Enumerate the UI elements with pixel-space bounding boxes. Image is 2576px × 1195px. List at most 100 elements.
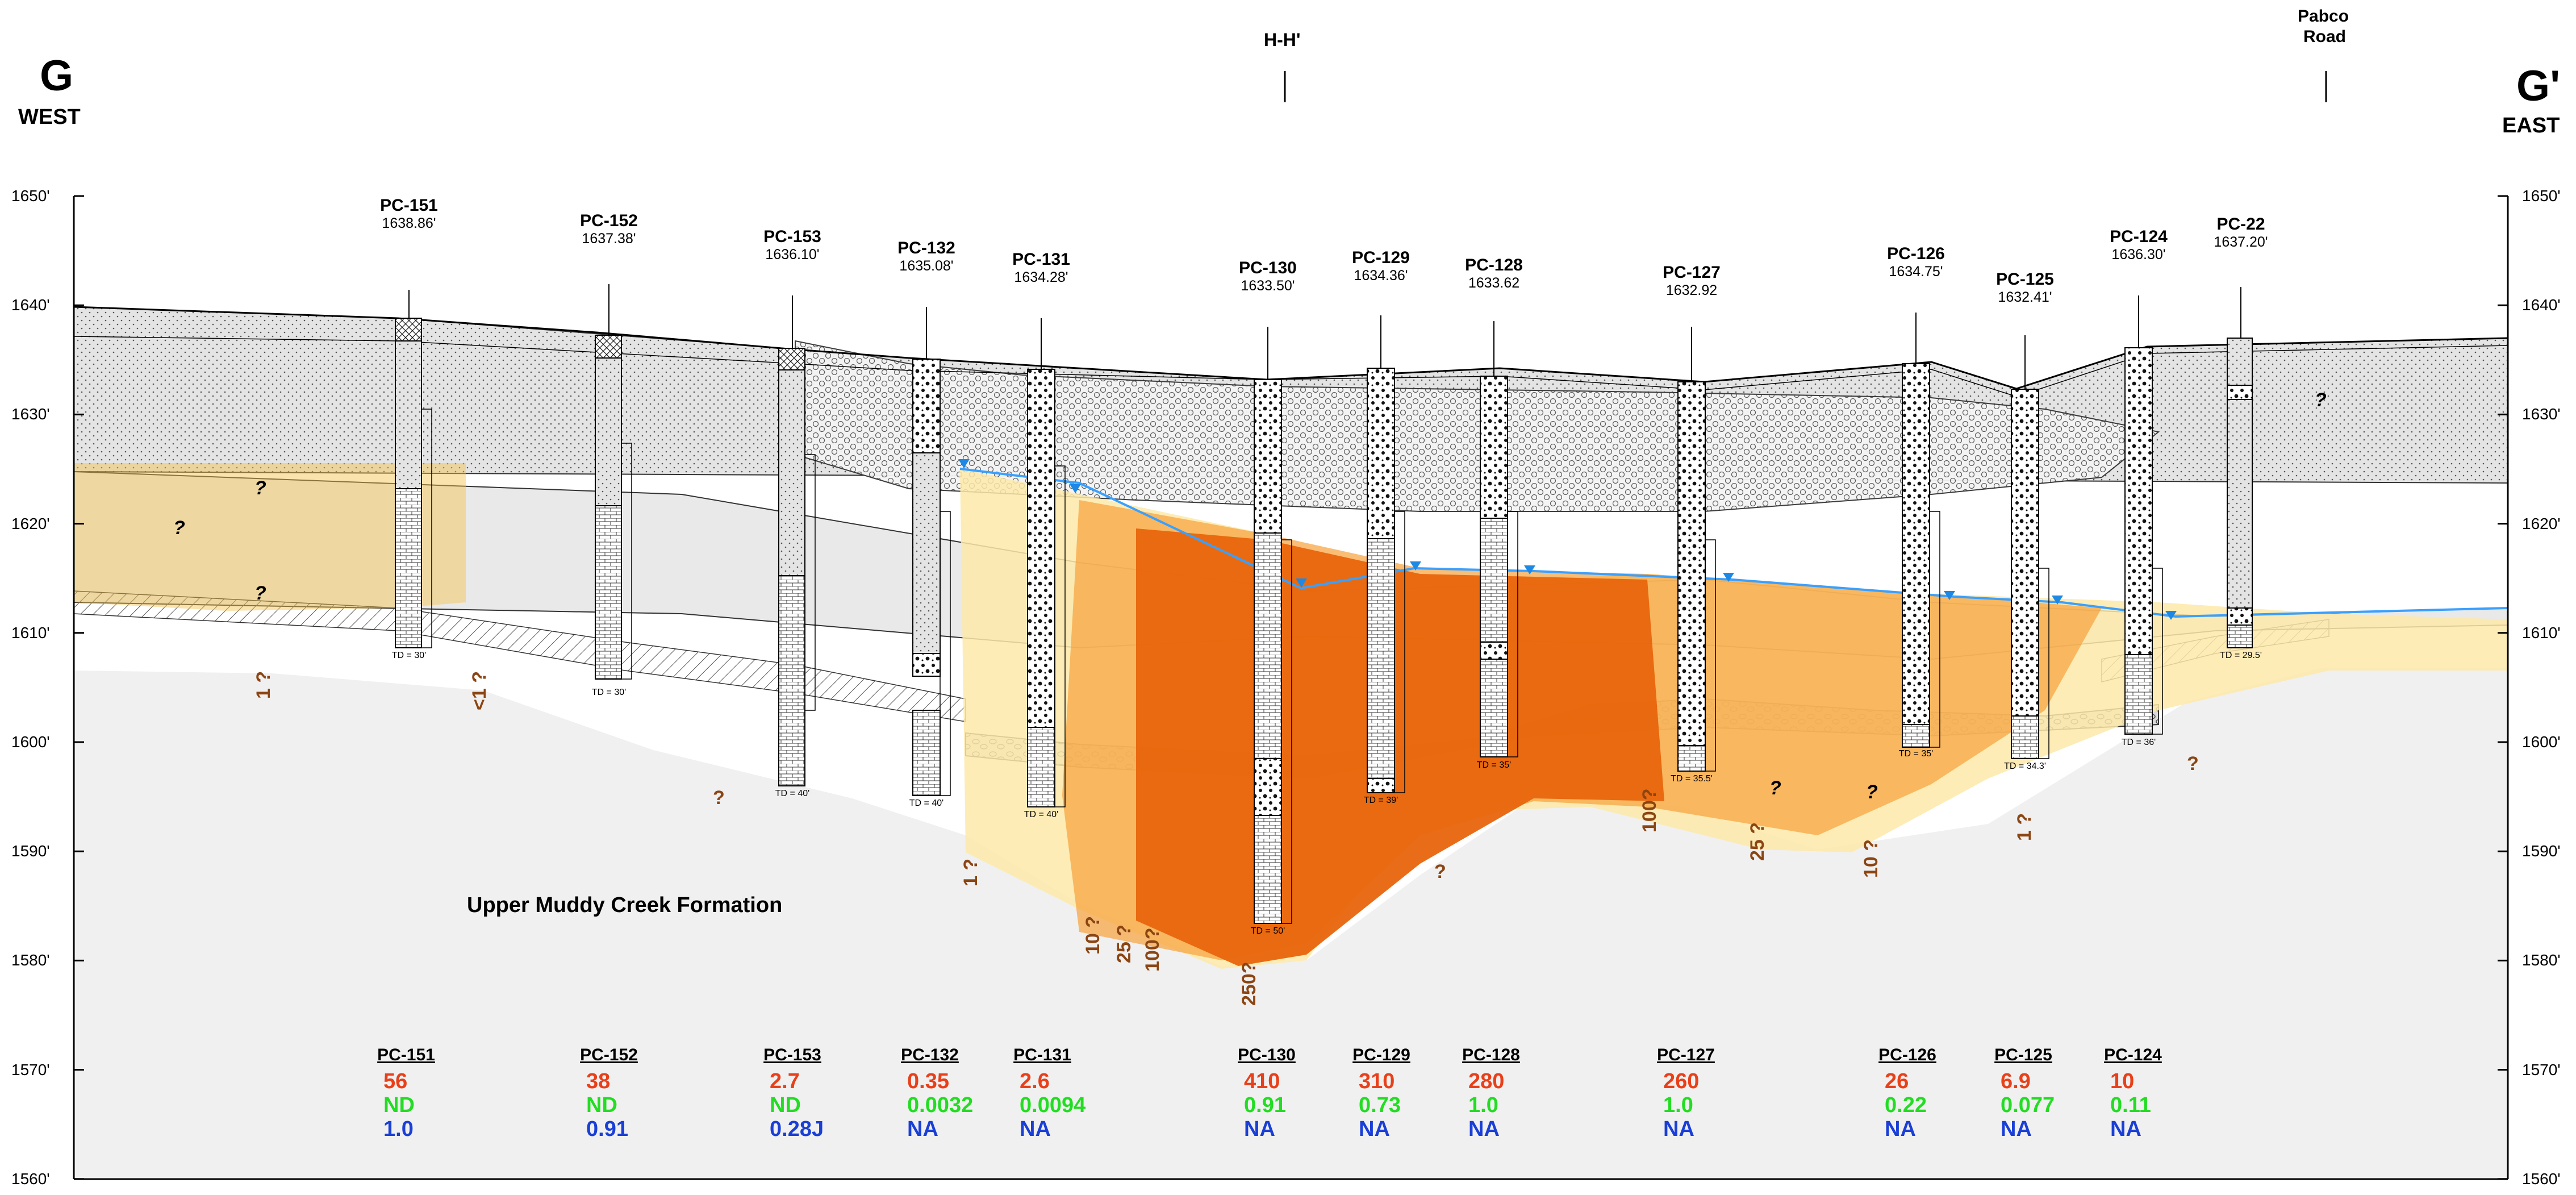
- well-name: PC-124: [2110, 227, 2168, 246]
- result-well-name: PC-124: [2104, 1046, 2162, 1064]
- result-well-name: PC-129: [1352, 1046, 1410, 1064]
- result-blue-value: 1.0: [383, 1117, 414, 1141]
- well-elevation: 1637.38': [582, 231, 636, 247]
- result-green-value: 0.73: [1359, 1093, 1401, 1117]
- elevation-tick-label: 1580': [2522, 951, 2561, 969]
- well-name: PC-129: [1352, 248, 1410, 267]
- result-red-value: 56: [383, 1069, 408, 1093]
- well-elevation: 1638.86': [382, 215, 436, 231]
- result-green-value: 0.11: [2110, 1093, 2151, 1117]
- well-name: PC-22: [2216, 215, 2265, 234]
- result-red-value: 2.6: [1020, 1069, 1050, 1093]
- water-level-markers: [958, 459, 2177, 620]
- elevation-tick-label: 1600': [2522, 733, 2561, 751]
- result-blue-value: NA: [1663, 1117, 1694, 1141]
- result-well-name: PC-128: [1462, 1046, 1520, 1064]
- contour-label: 100?: [1639, 788, 1660, 833]
- result-blue-value: 0.28J: [770, 1117, 824, 1141]
- elevation-tick-label: 1580': [11, 951, 50, 969]
- section-end-direction: EAST: [2502, 114, 2560, 138]
- well-name: PC-126: [1887, 244, 1945, 263]
- query-mark: ?: [1866, 781, 1878, 803]
- result-green-value: 0.0094: [1020, 1093, 1086, 1117]
- result-blue-value: NA: [1359, 1117, 1390, 1141]
- well-total-depth: TD = 35': [1898, 749, 1934, 759]
- result-red-value: 26: [1885, 1069, 1909, 1093]
- result-blue-value: NA: [907, 1117, 938, 1141]
- contour-label: 10 ?: [1082, 915, 1104, 955]
- result-red-value: 280: [1468, 1069, 1505, 1093]
- well-name: PC-153: [763, 227, 821, 246]
- axis-ticks: [74, 195, 2508, 1180]
- well-elevation: 1636.30': [2111, 247, 2166, 263]
- result-green-value: ND: [383, 1093, 415, 1117]
- well-name: PC-127: [1663, 263, 1721, 282]
- elevation-tick-label: 1640': [2522, 296, 2561, 314]
- well-total-depth: TD = 30': [591, 688, 627, 697]
- well-total-depth: TD = 29.5': [2220, 651, 2262, 660]
- elevation-tick-label: 1560': [2522, 1169, 2561, 1188]
- result-blue-value: NA: [2110, 1117, 2141, 1141]
- well-name: PC-128: [1465, 256, 1523, 274]
- well-elevation: 1634.75': [1889, 264, 1943, 280]
- contour-label: 100?: [1142, 927, 1163, 972]
- elevation-tick-label: 1610': [2522, 623, 2561, 642]
- result-red-value: 10: [2110, 1069, 2135, 1093]
- contour-label: 1 ?: [253, 671, 274, 699]
- result-blue-value: NA: [1885, 1117, 1916, 1141]
- contour-label: 10 ?: [1860, 839, 1882, 878]
- elevation-tick-label: 1630': [11, 405, 50, 423]
- contour-label: 1 ?: [2014, 813, 2035, 841]
- result-green-value: 0.91: [1244, 1093, 1286, 1117]
- result-well-name: PC-127: [1657, 1046, 1715, 1064]
- section-start-letter: G: [40, 52, 74, 100]
- well-total-depth: TD = 40': [775, 789, 810, 798]
- result-red-value: 310: [1359, 1069, 1395, 1093]
- elevation-tick-label: 1650': [11, 187, 50, 205]
- well-total-depth: TD = 36': [2121, 738, 2156, 747]
- contour-label: 1 ?: [960, 858, 982, 886]
- result-blue-value: NA: [1020, 1117, 1051, 1141]
- query-mark: ?: [1769, 777, 1781, 799]
- result-green-value: 0.077: [2001, 1093, 2055, 1117]
- contour-label: ?: [1434, 861, 1446, 882]
- well-total-depth: TD = 40': [1024, 810, 1059, 819]
- contour-label: <1 ?: [469, 671, 490, 710]
- well-name: PC-151: [380, 196, 438, 215]
- formation-label: Upper Muddy Creek Formation: [467, 893, 783, 917]
- well-total-depth: TD = 50': [1250, 926, 1285, 936]
- section-end-letter: G': [2516, 62, 2561, 110]
- well-name: PC-132: [897, 239, 955, 257]
- result-red-value: 0.35: [907, 1069, 949, 1093]
- well-elevation: 1633.62: [1468, 275, 1520, 291]
- result-green-value: 1.0: [1663, 1093, 1693, 1117]
- elevation-tick-label: 1610': [11, 623, 50, 642]
- crossing-label: H-H': [1264, 30, 1301, 50]
- elevation-tick-label: 1560': [11, 1169, 50, 1188]
- well-elevation: 1634.28': [1014, 269, 1068, 285]
- well-elevation: 1633.50': [1241, 278, 1295, 294]
- contour-label: 250?: [1238, 961, 1260, 1006]
- result-blue-value: NA: [1468, 1117, 1500, 1141]
- result-red-value: 260: [1663, 1069, 1700, 1093]
- wells: [395, 284, 2253, 924]
- query-mark: ?: [2315, 389, 2327, 411]
- result-well-name: PC-152: [580, 1046, 638, 1064]
- elevation-tick-label: 1570': [11, 1060, 50, 1079]
- elevation-tick-label: 1600': [11, 733, 50, 751]
- contour-label: 25 ?: [1113, 924, 1135, 963]
- result-blue-value: NA: [2001, 1117, 2032, 1141]
- well-elevation: 1636.10': [765, 247, 820, 263]
- well-total-depth: TD = 40': [909, 798, 944, 808]
- well-elevation: 1632.92: [1665, 282, 1718, 298]
- elevation-tick-label: 1590': [11, 842, 50, 860]
- well-elevation: 1635.08': [899, 258, 954, 274]
- result-green-value: 0.22: [1885, 1093, 1927, 1117]
- road-label-line1: Pabco: [2298, 7, 2349, 26]
- result-red-value: 38: [586, 1069, 611, 1093]
- well-total-depth: TD = 30': [391, 651, 427, 660]
- result-well-name: PC-151: [377, 1046, 435, 1064]
- elevation-tick-label: 1620': [2522, 514, 2561, 532]
